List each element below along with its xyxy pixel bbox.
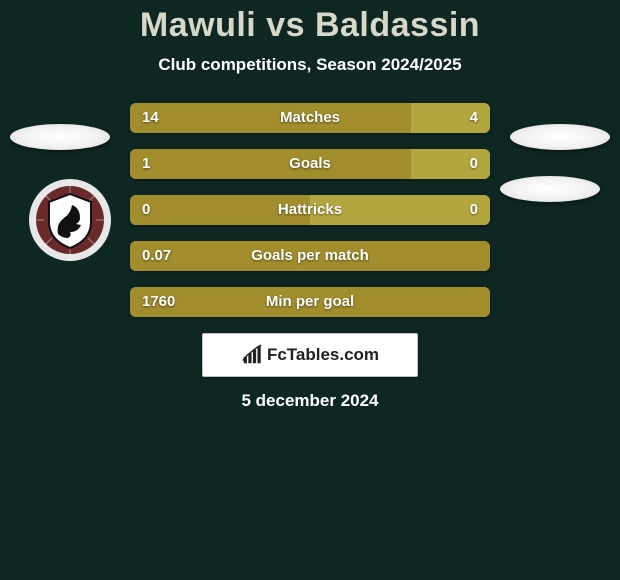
stat-value-right: 4 xyxy=(470,103,478,133)
stat-row: 144Matches xyxy=(130,103,490,133)
source-logo-text: FcTables.com xyxy=(267,345,379,365)
bar-left xyxy=(130,241,490,271)
stat-value-left: 0 xyxy=(142,195,150,225)
bar-right xyxy=(411,103,490,133)
bar-chart-icon xyxy=(241,344,263,366)
bar-right xyxy=(310,195,490,225)
bar-left xyxy=(130,103,411,133)
stat-row: 00Hattricks xyxy=(130,195,490,225)
stat-rows: 144Matches10Goals00Hattricks0.07Goals pe… xyxy=(0,103,620,317)
stat-value-left: 0.07 xyxy=(142,241,171,271)
page-title: Mawuli vs Baldassin xyxy=(0,6,620,45)
stat-value-left: 1760 xyxy=(142,287,175,317)
source-logo: FcTables.com xyxy=(202,333,418,377)
stat-value-left: 14 xyxy=(142,103,159,133)
stat-row: 0.07Goals per match xyxy=(130,241,490,271)
bar-left xyxy=(130,149,411,179)
subtitle: Club competitions, Season 2024/2025 xyxy=(0,55,620,75)
bar-left xyxy=(130,195,310,225)
date-text: 5 december 2024 xyxy=(0,391,620,411)
stat-row: 10Goals xyxy=(130,149,490,179)
card: Mawuli vs Baldassin Club competitions, S… xyxy=(0,0,620,580)
stat-value-left: 1 xyxy=(142,149,150,179)
stat-value-right: 0 xyxy=(470,195,478,225)
stat-row: 1760Min per goal xyxy=(130,287,490,317)
bar-right xyxy=(411,149,490,179)
stat-value-right: 0 xyxy=(470,149,478,179)
bar-left xyxy=(130,287,490,317)
